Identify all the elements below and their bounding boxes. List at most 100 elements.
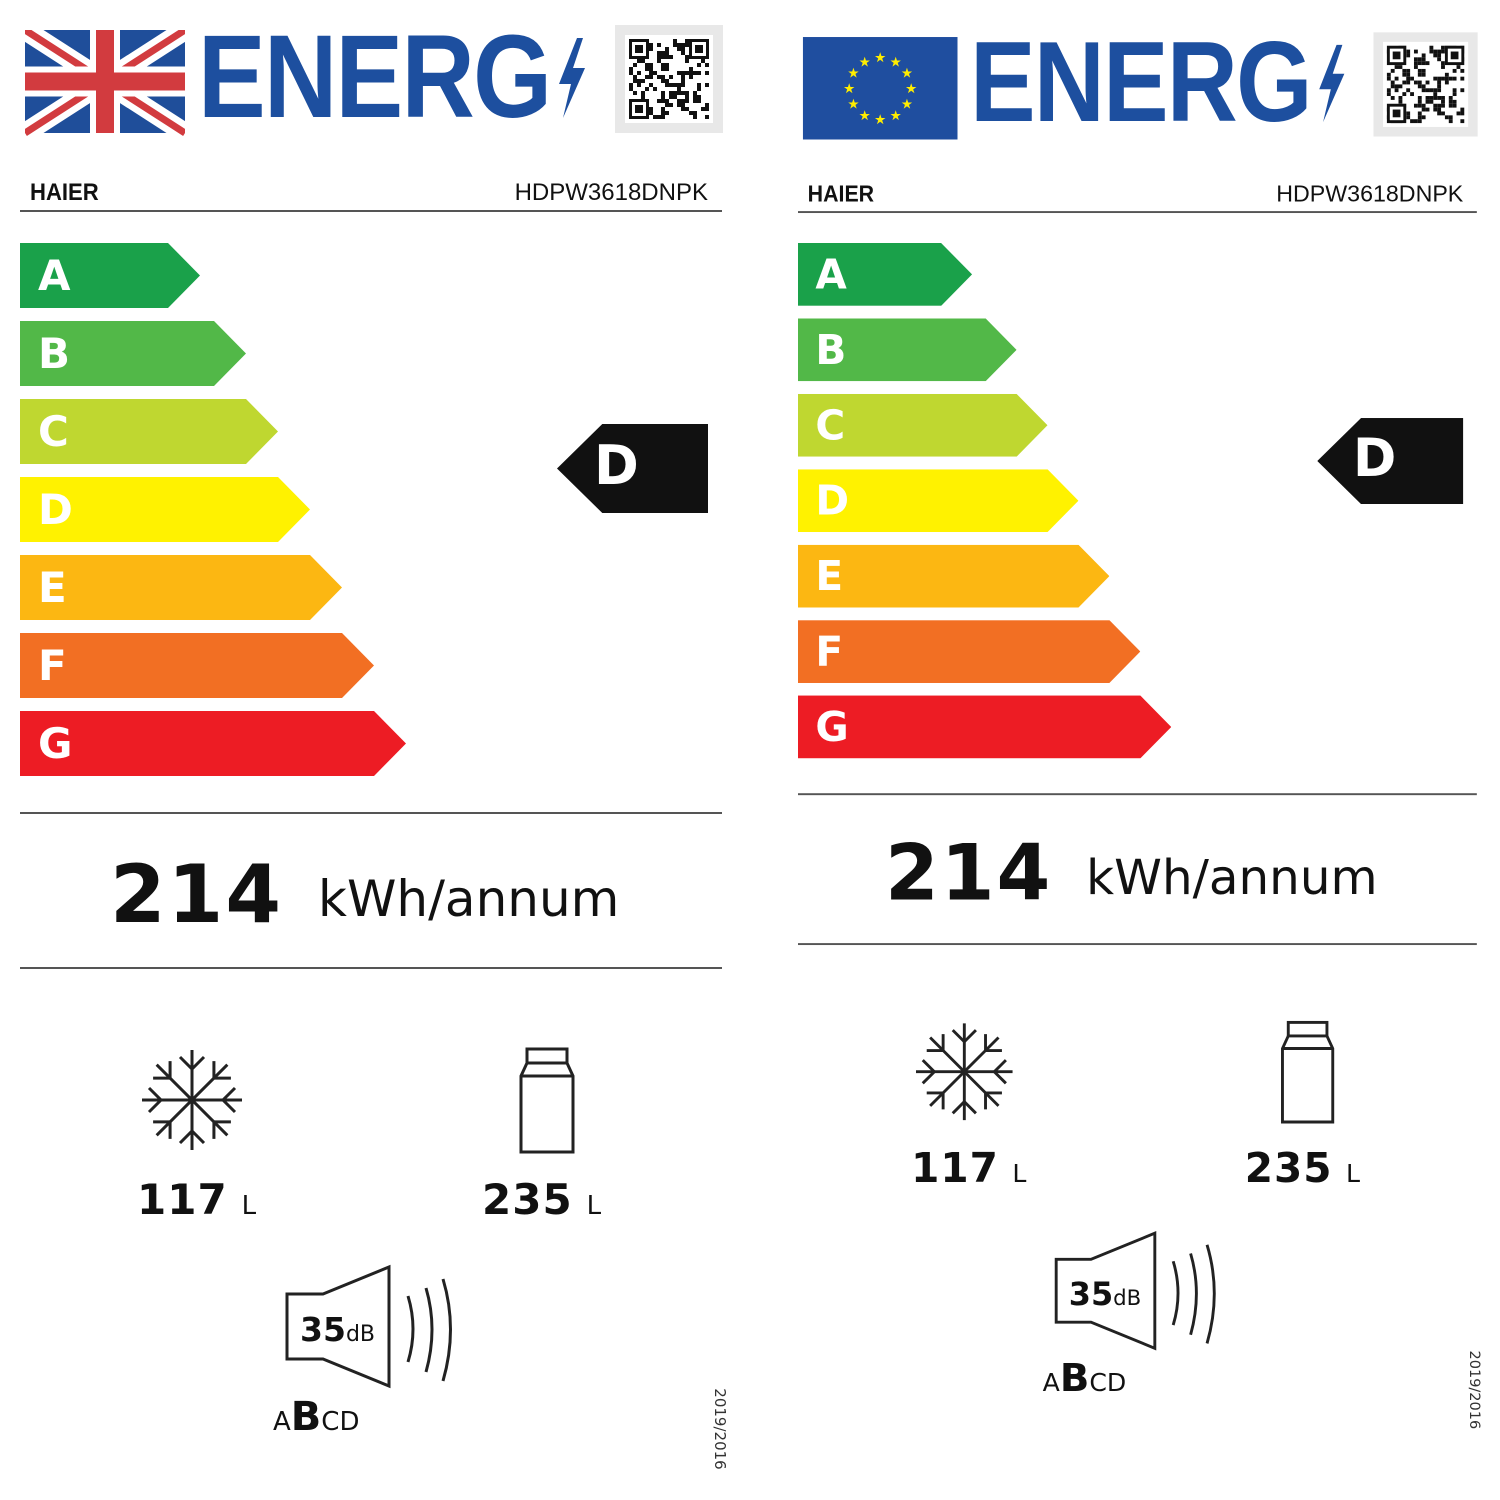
energy-class-bar-B: B bbox=[20, 321, 246, 386]
energy-consumption-value: 214 bbox=[110, 848, 283, 941]
energy-class-bar-D: D bbox=[798, 469, 1079, 533]
svg-text:★: ★ bbox=[859, 108, 871, 124]
energy-class-letter: F bbox=[815, 627, 844, 676]
energy-class-bar-A: A bbox=[20, 243, 200, 308]
energy-divider-top bbox=[20, 812, 722, 814]
noise-class-B: B bbox=[1059, 1356, 1090, 1401]
energy-class-bar-C: C bbox=[798, 393, 1048, 457]
qr-code bbox=[1373, 32, 1478, 140]
noise-value: 35 bbox=[300, 1310, 346, 1349]
svg-text:★: ★ bbox=[874, 50, 886, 66]
header-divider bbox=[20, 210, 722, 212]
energy-class-bar-D: D bbox=[20, 477, 310, 542]
fridge-volume-unit: L bbox=[586, 1191, 603, 1221]
rating-arrow: D bbox=[557, 424, 708, 513]
rating-letter: D bbox=[594, 434, 639, 497]
noise-class-D: D bbox=[1106, 1368, 1127, 1398]
energy-divider-bottom bbox=[798, 943, 1477, 946]
energy-class-letter: E bbox=[38, 563, 67, 612]
noise-class-scale: ABCD bbox=[273, 1394, 359, 1440]
fridge-icon bbox=[1281, 1020, 1336, 1130]
noise-class-A: A bbox=[273, 1407, 291, 1437]
noise-level: 35dB bbox=[300, 1310, 375, 1349]
freezer-volume-unit: L bbox=[1012, 1159, 1028, 1189]
energy-class-bar-B: B bbox=[798, 318, 1017, 382]
energy-class-letter: E bbox=[815, 552, 844, 600]
model-number: HDPW3618DNPK bbox=[1276, 181, 1464, 208]
energy-consumption-unit: kWh/annum bbox=[318, 870, 620, 928]
regulation-number: 2019/2016 bbox=[1466, 1350, 1484, 1430]
qr-code bbox=[615, 25, 723, 137]
model-number: HDPW3618DNPK bbox=[514, 179, 708, 206]
freezer-volume-unit: L bbox=[241, 1191, 258, 1221]
energy-class-bar-G: G bbox=[20, 711, 406, 776]
freezer-volume: 117 L bbox=[137, 1175, 257, 1224]
svg-text:★: ★ bbox=[847, 66, 859, 82]
fridge-volume-value: 235 bbox=[482, 1175, 573, 1224]
energy-class-letter: C bbox=[815, 401, 846, 449]
energy-divider-top bbox=[798, 793, 1477, 796]
svg-text:★: ★ bbox=[874, 112, 886, 128]
fridge-volume: 235 L bbox=[1245, 1144, 1361, 1191]
energy-class-bar-F: F bbox=[20, 633, 374, 698]
energy-class-letter: B bbox=[38, 329, 71, 378]
brand-name: HAIER bbox=[30, 179, 99, 206]
noise-class-D: D bbox=[339, 1407, 360, 1437]
energy-class-letter: G bbox=[815, 703, 849, 751]
energy-class-letter: G bbox=[38, 719, 73, 768]
snowflake-icon bbox=[142, 1045, 242, 1159]
snowflake-icon bbox=[915, 1019, 1013, 1129]
speaker-icon bbox=[285, 1264, 465, 1394]
freezer-volume-value: 117 bbox=[911, 1144, 999, 1192]
energy-label-eu: ★ ★ ★ ★ ★ ★ ★ ★ ★ ★ ★ ★ ENERG HAIER HDPW3618DNPK A B C D E F… bbox=[779, 8, 1495, 1459]
lightning-bolt-icon bbox=[555, 38, 587, 122]
noise-value: 35 bbox=[1068, 1274, 1114, 1313]
noise-class-A: A bbox=[1042, 1368, 1060, 1398]
svg-text:★: ★ bbox=[905, 81, 917, 97]
noise-level: 35dB bbox=[1069, 1275, 1142, 1313]
energy-label-uk: ENERG HAIER HDPW3618DNPK A B C D E F G D 214 kWh/ann… bbox=[0, 0, 740, 1500]
energy-class-letter: F bbox=[38, 641, 67, 690]
freezer-volume: 117 L bbox=[911, 1144, 1027, 1191]
noise-class-C: C bbox=[1089, 1368, 1107, 1398]
energy-class-letter: B bbox=[815, 326, 847, 374]
speaker-icon bbox=[1054, 1230, 1228, 1356]
energy-class-letter: D bbox=[815, 477, 850, 525]
rating-arrow: D bbox=[1317, 418, 1464, 505]
fridge-volume-unit: L bbox=[1345, 1159, 1361, 1189]
energy-class-letter: A bbox=[815, 250, 847, 299]
energy-class-bar-C: C bbox=[20, 399, 278, 464]
energy-class-letter: A bbox=[38, 251, 71, 300]
energy-class-letter: D bbox=[38, 485, 73, 534]
energy-logo-text: ENERG bbox=[198, 11, 552, 143]
energy-class-bar-A: A bbox=[798, 243, 973, 306]
freezer-volume-value: 117 bbox=[137, 1175, 228, 1224]
energy-class-letter: C bbox=[38, 407, 69, 456]
svg-text:★: ★ bbox=[847, 97, 859, 113]
fridge-volume-value: 235 bbox=[1244, 1144, 1333, 1192]
svg-text:★: ★ bbox=[890, 108, 902, 124]
header-divider bbox=[798, 211, 1477, 214]
lightning-bolt-icon bbox=[1315, 44, 1346, 126]
noise-unit: dB bbox=[1113, 1286, 1142, 1311]
fridge-volume: 235 L bbox=[482, 1175, 602, 1224]
energy-logo-text: ENERG bbox=[970, 18, 1312, 147]
energy-divider-bottom bbox=[20, 967, 722, 969]
svg-text:★: ★ bbox=[890, 54, 902, 70]
svg-text:★: ★ bbox=[901, 66, 913, 82]
noise-class-C: C bbox=[321, 1407, 340, 1437]
noise-unit: dB bbox=[345, 1322, 375, 1347]
svg-text:★: ★ bbox=[843, 81, 855, 97]
energy-class-bar-E: E bbox=[798, 544, 1110, 608]
rating-letter: D bbox=[1353, 427, 1397, 489]
regulation-number: 2019/2016 bbox=[711, 1388, 729, 1470]
svg-text:★: ★ bbox=[901, 97, 913, 113]
svg-text:★: ★ bbox=[859, 54, 871, 70]
energy-class-bar-F: F bbox=[798, 620, 1141, 683]
eu-flag: ★ ★ ★ ★ ★ ★ ★ ★ ★ ★ ★ ★ bbox=[802, 37, 958, 143]
energy-class-bar-E: E bbox=[20, 555, 342, 620]
energy-consumption-unit: kWh/annum bbox=[1086, 849, 1378, 906]
energy-consumption-value: 214 bbox=[885, 828, 1053, 918]
fridge-icon bbox=[519, 1046, 576, 1160]
brand-name: HAIER bbox=[807, 181, 875, 208]
